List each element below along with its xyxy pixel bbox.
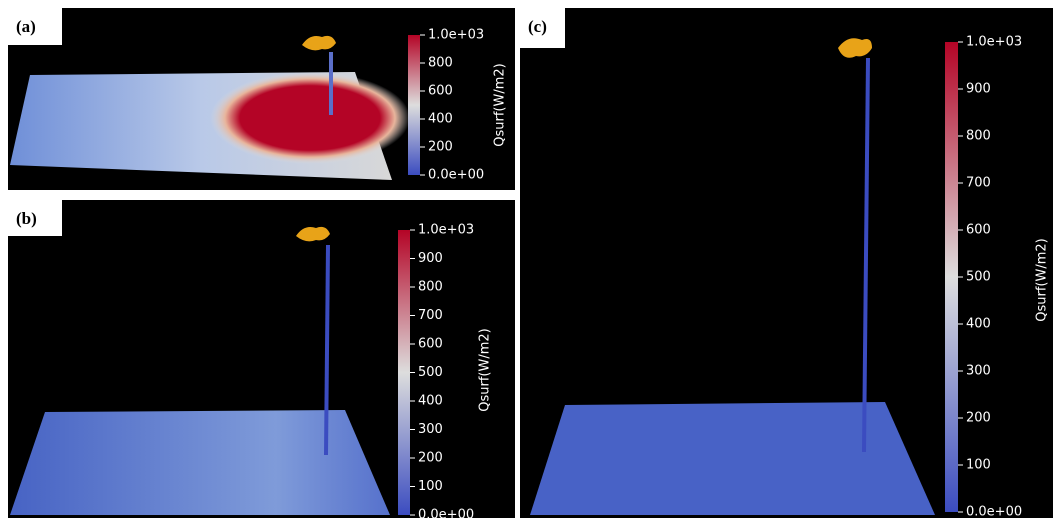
colorbar-tick-label: 900 xyxy=(966,82,991,97)
colorbar-tick-label: 800 xyxy=(966,129,991,144)
colorbar-title: Qsurf(W/m2) xyxy=(478,328,493,411)
colorbar xyxy=(398,230,410,515)
colorbar-tick-label: 500 xyxy=(966,270,991,285)
colorbar-tick-label: 600 xyxy=(418,337,443,352)
colorbar-tick-label: 900 xyxy=(418,251,443,266)
colorbar-tick-label: 500 xyxy=(418,365,443,380)
flame-column xyxy=(326,245,328,455)
colorbar-tick-label: 200 xyxy=(418,451,443,466)
colorbar-tick-label: 800 xyxy=(418,280,443,295)
colorbar-tick-label: 700 xyxy=(418,308,443,323)
colorbar-tick-label: 200 xyxy=(966,411,991,426)
colorbar-tick-label: 300 xyxy=(966,364,991,379)
colorbar-tick-label: 100 xyxy=(418,479,443,494)
colorbar-tick-label: 600 xyxy=(966,223,991,238)
colorbar-tick-label: 700 xyxy=(966,176,991,191)
colorbar xyxy=(408,35,420,175)
colorbar-tick-label: 400 xyxy=(428,112,453,127)
colorbar-tick-label: 1.0e+03 xyxy=(966,35,1022,50)
figure: (a) 0.0e+00 200 400 600 800 1.0e+03 Qsurf(W/m2)… xyxy=(0,0,1057,522)
colorbar-tick-label: 1.0e+03 xyxy=(418,223,474,238)
panel-label: (c) xyxy=(528,17,547,36)
colorbar-tick-label: 300 xyxy=(418,422,443,437)
colorbar-title: Qsurf(W/m2) xyxy=(1035,238,1050,321)
panel-label: (a) xyxy=(16,17,36,36)
heat-zone xyxy=(210,72,410,164)
colorbar-tick-label: 0.0e+00 xyxy=(428,168,484,183)
colorbar-tick-label: 600 xyxy=(428,84,453,99)
ground-plate xyxy=(10,410,390,515)
ground-plate xyxy=(530,402,935,515)
colorbar-tick-label: 100 xyxy=(966,458,991,473)
colorbar-tick-label: 1.0e+03 xyxy=(428,28,484,43)
colorbar-tick-label: 0.0e+00 xyxy=(418,508,474,522)
colorbar-tick-label: 400 xyxy=(966,317,991,332)
colorbar-title: Qsurf(W/m2) xyxy=(493,63,508,146)
colorbar-tick-label: 0.0e+00 xyxy=(966,505,1022,520)
colorbar xyxy=(945,42,958,512)
panel-label: (b) xyxy=(16,209,37,228)
colorbar-tick-label: 800 xyxy=(428,56,453,71)
colorbar-tick-label: 400 xyxy=(418,394,443,409)
colorbar-tick-label: 200 xyxy=(428,140,453,155)
